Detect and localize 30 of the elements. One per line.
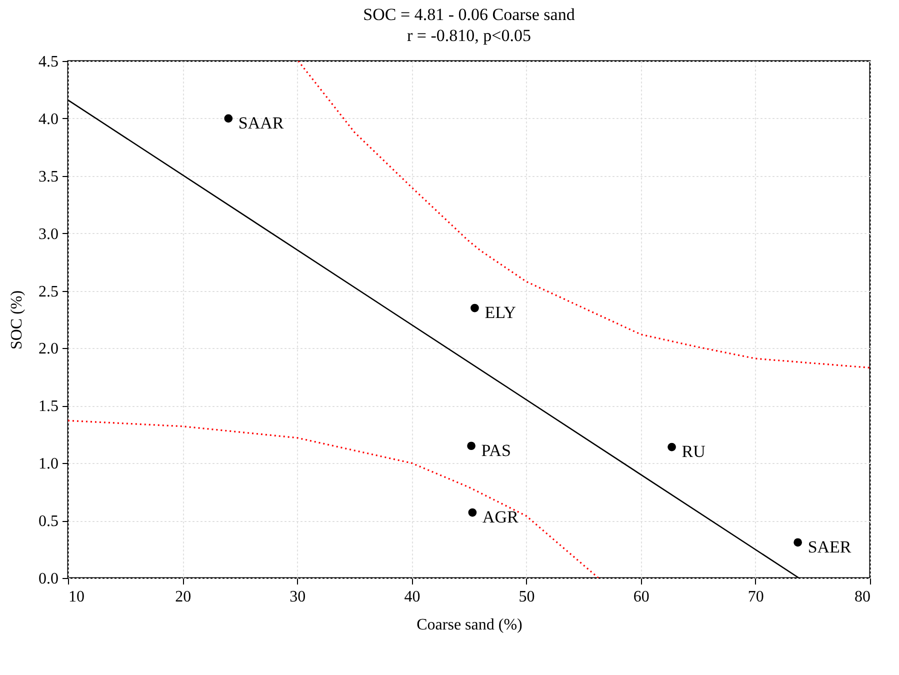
annotation: PAS <box>481 440 511 460</box>
y-tick-label: 0.5 <box>38 513 58 530</box>
x-tick-label: 60 <box>633 588 650 606</box>
annotation: SAER <box>808 537 852 556</box>
y-tick-label: 4.0 <box>38 110 58 128</box>
y-tick-label: 0.0 <box>38 570 58 588</box>
y-tick-label: 4.5 <box>38 54 58 70</box>
line-series <box>68 420 600 578</box>
y-tick-label: 3.5 <box>38 168 58 186</box>
chart-subtitle: r = -0.810, p<0.05 <box>407 26 531 45</box>
y-tick-label: 1.5 <box>38 398 58 416</box>
x-tick-label: 30 <box>290 588 306 606</box>
annotation: AGR <box>482 508 519 527</box>
x-tick-label: 20 <box>175 588 192 606</box>
y-tick-label: 3.0 <box>38 226 58 243</box>
chart-title: SOC = 4.81 - 0.06 Coarse sand <box>363 5 576 24</box>
x-tick-label: 80 <box>854 588 870 606</box>
y-axis-title: SOC (%) <box>8 290 26 350</box>
y-tick-label: 1.0 <box>38 456 58 473</box>
x-tick-label: 10 <box>68 588 84 606</box>
x-axis-title: Coarse sand (%) <box>416 616 522 634</box>
annotation: RU <box>682 442 706 462</box>
line-series <box>297 61 870 369</box>
x-tick-label: 50 <box>518 588 535 606</box>
x-tick-label: 40 <box>404 588 420 606</box>
x-tick-label: 70 <box>748 588 764 606</box>
annotation: ELY <box>484 303 516 322</box>
annotation: SAAR <box>238 113 284 132</box>
y-tick-label: 2.0 <box>38 340 58 358</box>
y-tick-label: 2.5 <box>38 283 58 300</box>
